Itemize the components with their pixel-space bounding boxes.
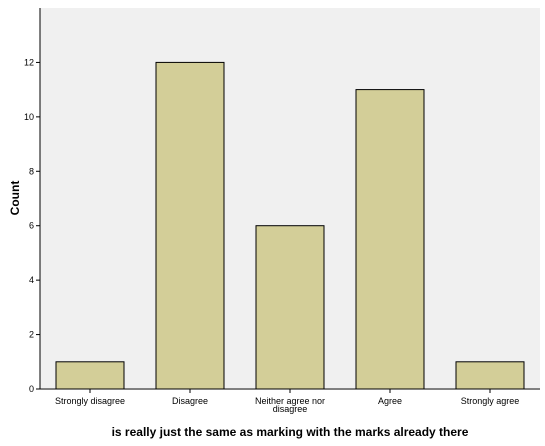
y-tick-label: 6 (29, 221, 34, 231)
y-tick-label: 2 (29, 330, 34, 340)
y-tick-label: 10 (24, 112, 34, 122)
y-axis-title: Count (8, 181, 22, 216)
y-tick-label: 12 (24, 57, 34, 67)
bars-group (55, 61, 525, 390)
y-tick-label: 4 (29, 275, 34, 285)
x-tick-label-line: Agree (378, 396, 402, 406)
y-ticks-group: 0 2 4 6 8 10 12 (24, 57, 40, 394)
y-tick-label: 0 (29, 384, 34, 394)
x-tick-label-line: Neither agree nor (255, 396, 325, 406)
x-tick-label: Strongly disagree (55, 396, 125, 406)
x-ticks-group: Strongly disagree Disagree Neither agree n… (55, 389, 519, 414)
x-tick-label: Disagree (172, 396, 208, 406)
x-tick-label-line: disagree (273, 404, 308, 414)
x-tick-label-line: Strongly agree (461, 396, 520, 406)
x-axis-title: is really just the same as marking with … (112, 425, 469, 439)
bar (455, 361, 525, 390)
x-tick-label: Neither agree nor disagree (255, 396, 325, 414)
x-tick-label: Strongly agree (461, 396, 520, 406)
bar (355, 89, 425, 390)
bar (255, 225, 325, 390)
x-tick-label-line: Strongly disagree (55, 396, 125, 406)
bar (55, 361, 125, 390)
y-tick-label: 8 (29, 166, 34, 176)
bar (155, 61, 225, 390)
x-tick-label-line: Disagree (172, 396, 208, 406)
x-tick-label: Agree (378, 396, 402, 406)
